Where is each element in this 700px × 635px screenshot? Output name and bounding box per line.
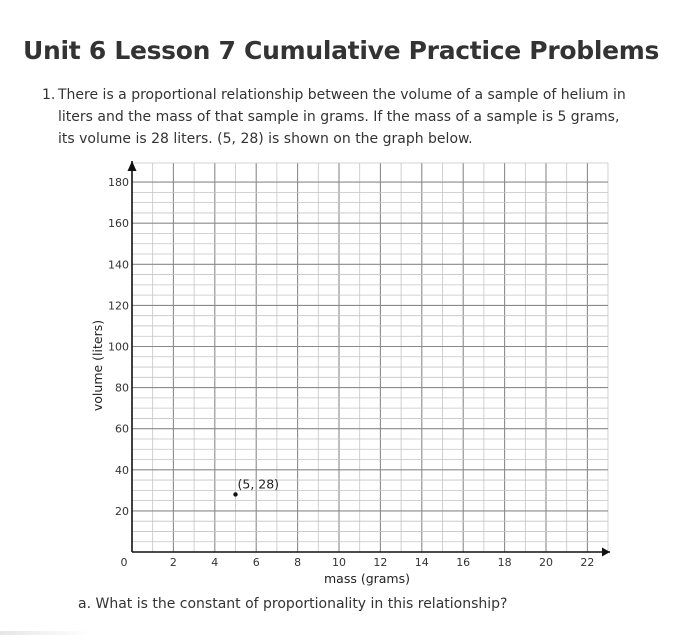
x-tick-label: 2 — [170, 556, 177, 569]
x-tick-label: 4 — [211, 556, 218, 569]
y-tick-label: 20 — [115, 505, 129, 518]
data-point — [233, 492, 238, 497]
x-tick-label: 14 — [415, 556, 429, 569]
x-tick-label: 12 — [373, 556, 387, 569]
y-tick-label: 100 — [108, 341, 129, 354]
question-part-a: a. What is the constant of proportionali… — [78, 596, 508, 612]
x-tick-label: 16 — [456, 556, 470, 569]
x-tick-label: 18 — [498, 556, 512, 569]
y-tick-label: 80 — [115, 382, 129, 395]
grid-lines — [132, 162, 609, 552]
bottom-edge-shade — [0, 631, 90, 635]
x-tick-label: 10 — [332, 556, 346, 569]
y-tick-label: 140 — [108, 258, 129, 271]
x-tick-label: 8 — [294, 556, 301, 569]
x-tick-label: 20 — [539, 556, 553, 569]
problem-number: 1. — [42, 87, 56, 103]
x-tick-label: 22 — [580, 556, 594, 569]
y-axis-arrow — [127, 161, 137, 171]
data-points: (5, 28) — [233, 476, 280, 497]
y-tick-label: 160 — [108, 217, 129, 230]
origin-label: 0 — [121, 556, 128, 569]
problem-1: 1. There is a proportional relationship … — [40, 84, 630, 150]
x-axis-title: mass (grams) — [324, 571, 410, 586]
x-axis-arrow — [602, 547, 610, 557]
y-tick-label: 180 — [108, 176, 129, 189]
y-tick-label: 60 — [115, 423, 129, 436]
axes — [127, 161, 610, 557]
page-title: Unit 6 Lesson 7 Cumulative Practice Prob… — [23, 36, 660, 65]
x-tick-label: 6 — [253, 556, 260, 569]
problem-text: There is a proportional relationship bet… — [58, 87, 626, 147]
data-point-label: (5, 28) — [238, 476, 280, 491]
y-axis-title: volume (liters) — [90, 320, 105, 411]
y-tick-label: 40 — [115, 464, 129, 477]
y-tick-label: 120 — [108, 299, 129, 312]
tick-labels: 20 40 60 80 100 120 140 160 180 2 4 6 8 10 12 14 16 18 20 2… — [108, 176, 594, 569]
